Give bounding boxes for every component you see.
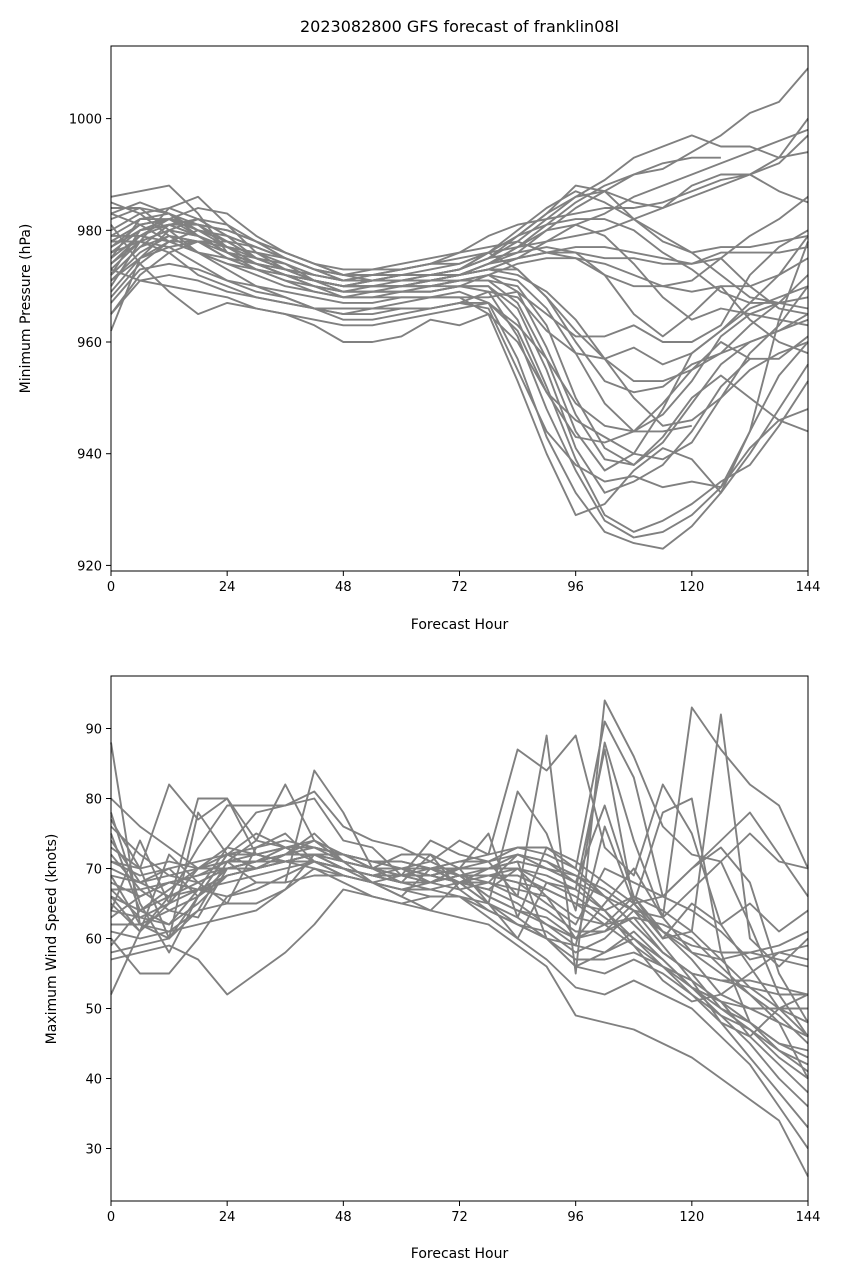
series-line-28: [110, 268, 809, 444]
y-tick-label: 90: [85, 723, 102, 738]
series-line-27: [110, 224, 809, 461]
series-line-26: [111, 207, 809, 433]
x-tick-label: 120: [679, 580, 704, 595]
series-line-30: [111, 860, 809, 1073]
y-tick-label: 920: [77, 559, 102, 574]
wind-speed-chart: Forecast Hour Maximum Wind Speed (knots)…: [44, 675, 821, 1262]
series-line-32: [110, 151, 809, 288]
x-tick-label: 144: [796, 1210, 821, 1225]
y-tick-label: 60: [85, 933, 102, 948]
series-line-29: [110, 846, 809, 1059]
y-tick-label: 980: [77, 224, 102, 239]
x-tick-label: 144: [796, 580, 821, 595]
y-tick-label: 30: [85, 1143, 102, 1158]
series-line-24: [110, 229, 809, 343]
series-line-3: [110, 699, 809, 1038]
x-axis-label: Forecast Hour: [411, 617, 509, 633]
plot-frame: [110, 675, 809, 1202]
x-tick-label: 0: [107, 1210, 115, 1225]
x-tick-label: 120: [679, 1210, 704, 1225]
series-line-34: [110, 240, 809, 383]
y-tick-label: 940: [77, 448, 102, 463]
series-line-31: [110, 218, 779, 304]
x-tick-label: 48: [335, 580, 352, 595]
x-tick-label: 0: [107, 580, 115, 595]
x-tick-label: 96: [567, 580, 584, 595]
series-line-1: [110, 118, 809, 332]
pressure-chart: 2023082800 GFS forecast of franklin08l F…: [18, 17, 820, 633]
series-line-7: [110, 713, 809, 975]
series-line-16: [110, 229, 809, 466]
y-axis-label: Minimum Pressure (hPa): [18, 224, 34, 394]
x-tick-label: 72: [451, 1210, 468, 1225]
x-tick-label: 48: [335, 1210, 352, 1225]
y-tick-label: 50: [85, 1003, 102, 1018]
series-lines: [110, 67, 809, 550]
series-line-1: [110, 742, 809, 1079]
series-lines: [110, 699, 809, 1177]
y-tick-label: 70: [85, 863, 102, 878]
series-line-18: [110, 234, 751, 494]
series-line-21: [110, 234, 809, 550]
series-line-18: [110, 888, 809, 1177]
y-axis-label: Maximum Wind Speed (knots): [44, 834, 60, 1045]
x-tick-label: 24: [219, 580, 236, 595]
x-tick-label: 72: [451, 580, 468, 595]
y-tick-label: 80: [85, 793, 102, 808]
series-line-27: [110, 853, 809, 996]
y-tick-label: 1000: [69, 113, 102, 128]
series-line-17: [110, 867, 809, 1150]
y-tick-label: 40: [85, 1073, 102, 1088]
x-tick-label: 96: [567, 1210, 584, 1225]
series-line-33: [110, 196, 809, 288]
chart-title: 2023082800 GFS forecast of franklin08l: [300, 17, 619, 36]
y-tick-label: 960: [77, 336, 102, 351]
series-line-15: [110, 860, 809, 1108]
x-axis-label: Forecast Hour: [411, 1246, 509, 1262]
x-tick-label: 24: [219, 1210, 236, 1225]
